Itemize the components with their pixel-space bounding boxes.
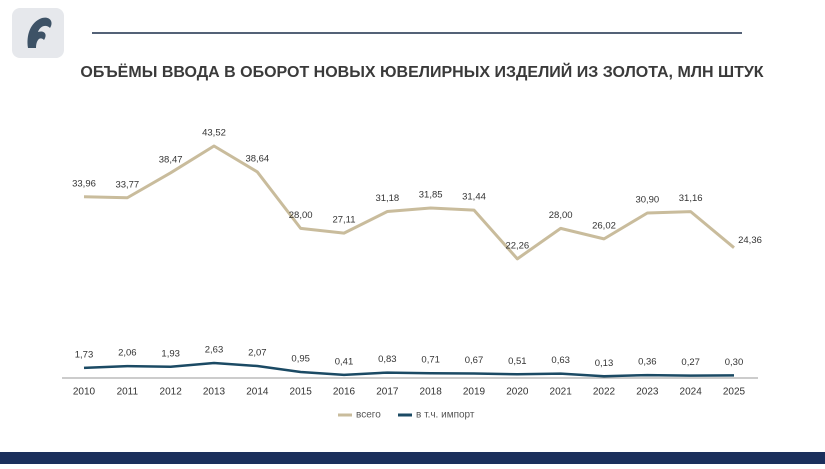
- x-tick-label: 2010: [73, 387, 96, 398]
- data-label: 0,95: [291, 353, 310, 364]
- data-label: 2,63: [205, 345, 224, 356]
- x-tick-label: 2011: [117, 387, 139, 398]
- data-label: 0,51: [508, 356, 527, 367]
- x-tick-label: 2019: [463, 387, 486, 398]
- chart-title: ОБЪЁМЫ ВВОДА В ОБОРОТ НОВЫХ ЮВЕЛИРНЫХ ИЗ…: [80, 62, 763, 81]
- data-label: 0,13: [595, 358, 614, 369]
- x-tick-label: 2018: [420, 387, 443, 398]
- footer-band: [0, 452, 825, 464]
- data-label: 26,02: [592, 220, 616, 231]
- data-label: 38,47: [159, 154, 183, 165]
- data-label: 0,36: [638, 357, 657, 368]
- data-label: 0,63: [551, 355, 570, 366]
- data-label: 33,96: [72, 178, 96, 189]
- x-tick-label: 2014: [246, 387, 269, 398]
- legend-label: в т.ч. импорт: [416, 410, 475, 421]
- data-label: 33,77: [115, 179, 139, 190]
- series-line: [83, 361, 735, 378]
- x-tick-label: 2024: [680, 387, 703, 398]
- data-label: 0,41: [335, 356, 354, 367]
- x-tick-label: 2013: [203, 387, 226, 398]
- data-label: 22,26: [505, 240, 529, 251]
- x-tick-label: 2017: [376, 387, 399, 398]
- logo: [27, 17, 52, 48]
- data-label: 28,00: [289, 210, 313, 221]
- data-label: 31,44: [462, 192, 486, 203]
- data-label: 2,07: [248, 348, 267, 359]
- data-label: 0,71: [421, 355, 440, 366]
- data-label: 2,06: [118, 348, 137, 359]
- data-label: 31,85: [419, 189, 443, 200]
- data-label: 24,36: [738, 235, 762, 246]
- x-tick-label: 2023: [636, 387, 659, 398]
- x-tick-label: 2020: [506, 387, 529, 398]
- data-label: 0,83: [378, 354, 397, 365]
- data-label: 1,73: [75, 349, 94, 360]
- data-label: 1,93: [161, 348, 180, 359]
- x-tick-label: 2021: [550, 387, 573, 398]
- data-label: 43,52: [202, 128, 226, 139]
- data-label: 0,27: [681, 357, 700, 368]
- legend-label: всего: [356, 410, 381, 421]
- data-label: 27,11: [332, 215, 355, 226]
- data-label: 28,00: [549, 210, 573, 221]
- data-label: 31,18: [375, 193, 399, 204]
- x-tick-label: 2012: [160, 387, 183, 398]
- x-tick-label: 2015: [290, 387, 313, 398]
- x-tick-label: 2022: [593, 387, 616, 398]
- x-tick-label: 2016: [333, 387, 356, 398]
- data-label: 0,30: [725, 357, 744, 368]
- data-label: 30,90: [635, 195, 659, 206]
- data-label: 38,64: [245, 153, 269, 164]
- data-label: 0,67: [465, 355, 484, 366]
- series-line: [83, 144, 735, 261]
- data-label: 31,16: [679, 193, 703, 204]
- x-tick-label: 2025: [723, 387, 746, 398]
